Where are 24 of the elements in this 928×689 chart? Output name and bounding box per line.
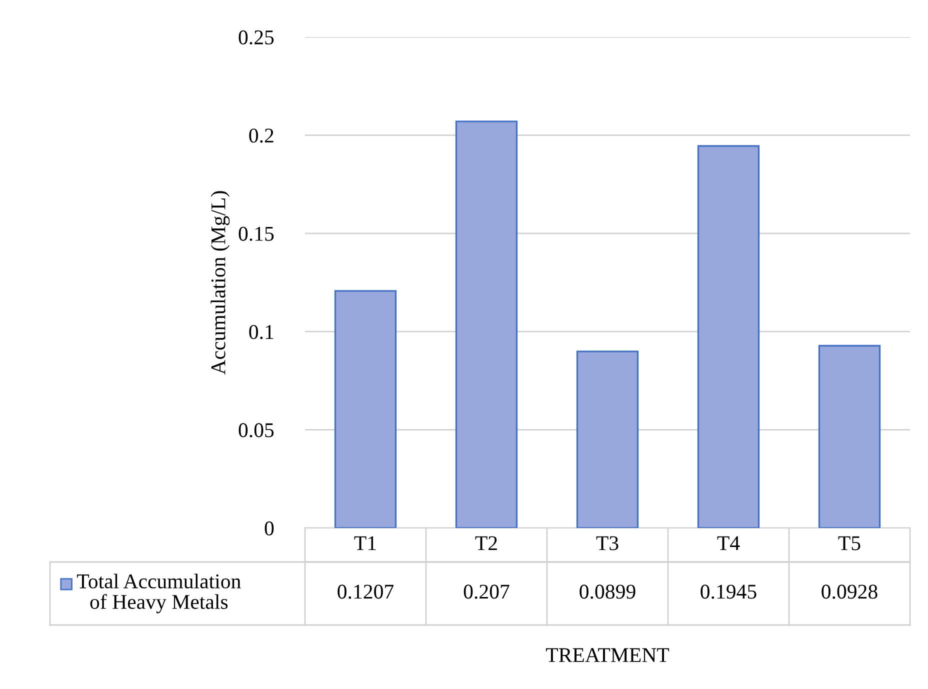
data-label: 0.0928 xyxy=(822,584,878,599)
y-tick-label: 0.15 xyxy=(238,226,274,241)
bar xyxy=(697,145,760,528)
data-label: 0.207 xyxy=(464,584,510,599)
x-tick-label: T5 xyxy=(838,536,860,550)
y-axis-title: Accumulation (Mg/L) xyxy=(210,191,230,375)
bar xyxy=(576,350,639,528)
y-tick-label: 0.2 xyxy=(249,128,274,143)
bar xyxy=(818,344,881,528)
x-tick-label: T1 xyxy=(354,536,376,550)
data-label: 0.0899 xyxy=(580,584,636,599)
x-tick-label: T3 xyxy=(596,536,618,550)
data-label: 0.1207 xyxy=(338,584,394,599)
x-tick-label: T4 xyxy=(717,536,740,550)
y-tick-label: 0.25 xyxy=(238,30,274,45)
x-axis-title: TREATMENT xyxy=(546,648,670,662)
data-label: 0.1945 xyxy=(700,584,756,599)
y-tick-label: 0.05 xyxy=(238,423,274,438)
bar xyxy=(334,290,397,528)
legend-label: Total Accumulation of Heavy Metals xyxy=(77,574,241,614)
y-tick-label: 0 xyxy=(264,521,274,536)
y-tick-label: 0.1 xyxy=(249,324,274,340)
x-tick-label: T2 xyxy=(475,536,497,550)
bar xyxy=(455,120,518,528)
